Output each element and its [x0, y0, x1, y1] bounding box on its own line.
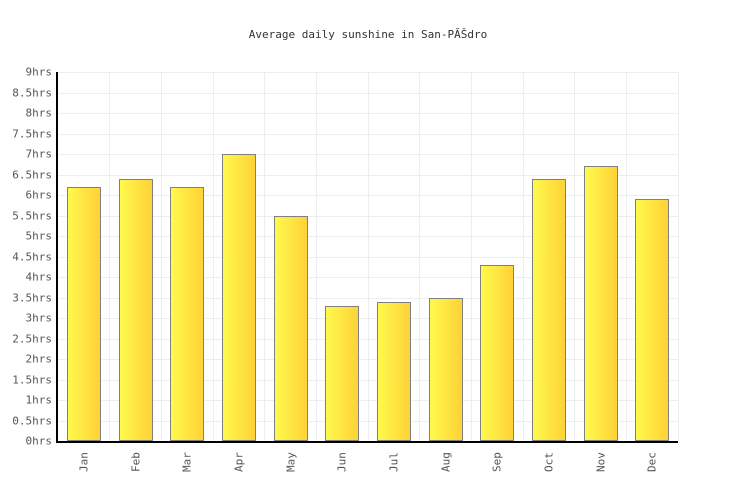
y-axis-labels: 0hrs 0.5hrs 1hrs 1.5hrs 2hrs 2.5hrs 3hrs 3.5hrs… — [0, 67, 53, 447]
x-axis-line — [56, 441, 678, 443]
chart-title: Average daily sunshine in San-PĂŠdro — [248, 28, 488, 41]
y-tick-label: 6hrs — [25, 188, 53, 202]
bar-apr — [221, 154, 256, 441]
x-tick-label-jul: Jul — [387, 452, 401, 472]
bar-may — [273, 215, 308, 441]
gridline-vertical — [315, 72, 317, 441]
plot-area — [56, 72, 679, 443]
y-tick-label: 1hrs — [25, 393, 53, 407]
y-tick-label: 4.5hrs — [12, 250, 52, 263]
y-tick-label: 8hrs — [25, 106, 53, 120]
y-tick-label: 3hrs — [25, 311, 53, 325]
y-tick-label: 5.5hrs — [12, 209, 52, 222]
bar-aug — [428, 297, 463, 441]
x-tick-label-may: May — [284, 452, 297, 472]
gridline-vertical — [574, 72, 576, 441]
x-tick-label-apr: Apr — [232, 452, 246, 472]
x-tick-label-dec: Dec — [645, 452, 659, 472]
gridline-vertical — [522, 72, 524, 441]
y-tick-label: 7hrs — [25, 147, 53, 161]
y-tick-label: 6.5hrs — [12, 168, 52, 181]
y-tick-label: 0.5hrs — [12, 414, 52, 427]
y-axis-line — [56, 72, 58, 443]
gridline-vertical — [212, 72, 214, 441]
x-tick-label-mar: Mar — [180, 452, 194, 472]
bar-jul — [376, 301, 411, 441]
y-tick-label: 8.5hrs — [12, 86, 52, 99]
gridline-vertical — [109, 72, 111, 441]
x-tick-label-aug: Aug — [439, 452, 452, 472]
bar-jan — [66, 186, 101, 441]
bar-sep — [480, 264, 515, 441]
x-tick-label-jun: Jun — [335, 452, 349, 472]
gridline-vertical — [264, 72, 266, 441]
bar-mar — [170, 186, 205, 441]
x-tick-label-sep: Sep — [490, 452, 504, 472]
bar-oct — [531, 178, 566, 441]
gridline-vertical — [677, 72, 679, 441]
x-tick-label-oct: Oct — [542, 452, 556, 472]
y-tick-label: 1.5hrs — [12, 373, 52, 386]
bar-jun — [325, 305, 360, 441]
y-tick-label: 4hrs — [25, 270, 53, 284]
gridline-vertical — [625, 72, 627, 441]
y-tick-label: 2.5hrs — [12, 332, 52, 345]
x-tick-label-feb: Feb — [129, 452, 142, 472]
y-tick-label: 9hrs — [25, 65, 53, 79]
y-tick-label: 7.5hrs — [12, 127, 52, 140]
gridline-vertical — [419, 72, 421, 441]
bar-nov — [583, 166, 618, 441]
y-tick-label: 2hrs — [25, 352, 53, 366]
y-tick-label: 0hrs — [25, 434, 53, 448]
gridline-vertical — [470, 72, 472, 441]
gridline-vertical — [367, 72, 369, 441]
gridline-vertical — [160, 72, 162, 441]
x-tick-label-nov: Nov — [594, 452, 607, 472]
bar-dec — [635, 199, 670, 441]
bar-feb — [118, 178, 153, 441]
y-tick-label: 5hrs — [25, 229, 53, 243]
x-tick-label-jan: Jan — [77, 452, 91, 472]
y-tick-label: 3.5hrs — [12, 291, 52, 304]
